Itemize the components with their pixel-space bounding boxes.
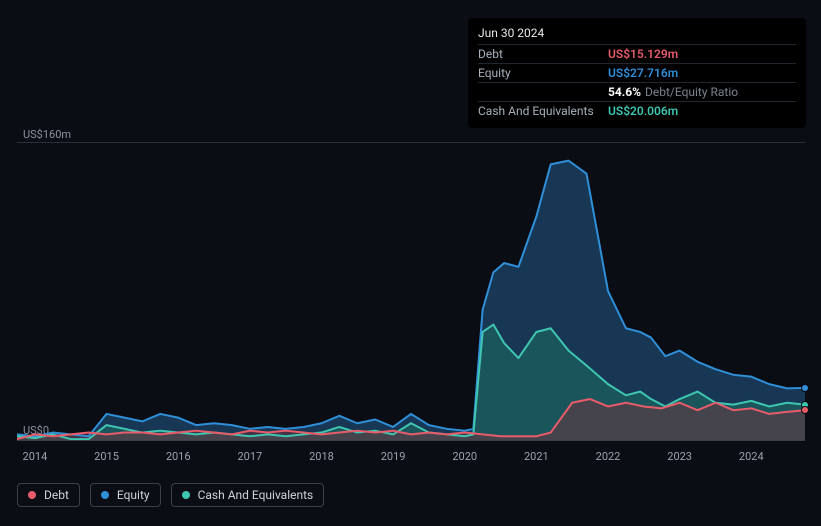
tooltip-panel: Jun 30 2024 Debt US$15.129m Equity US$27… xyxy=(468,18,806,128)
tooltip-ratio-label: Debt/Equity Ratio xyxy=(645,85,738,99)
legend-label: Equity xyxy=(117,488,150,502)
tooltip-date: Jun 30 2024 xyxy=(478,26,796,40)
legend-dot-icon xyxy=(28,491,36,499)
y-axis-label-max: US$160m xyxy=(23,128,71,141)
legend: Debt Equity Cash And Equivalents xyxy=(17,483,324,507)
tooltip-row-value: US$15.129m xyxy=(608,47,678,61)
legend-item-equity[interactable]: Equity xyxy=(90,483,161,507)
legend-dot-icon xyxy=(101,491,109,499)
tooltip-row-label: Cash And Equivalents xyxy=(478,104,608,118)
chart-plot xyxy=(17,142,805,440)
tooltip-ratio-pct: 54.6% xyxy=(608,85,641,99)
end-marker-debt xyxy=(801,406,809,414)
tooltip-row-label: Debt xyxy=(478,47,608,61)
legend-label: Debt xyxy=(44,488,69,502)
tooltip-row-label xyxy=(478,85,608,99)
legend-item-cash[interactable]: Cash And Equivalents xyxy=(171,483,325,507)
tooltip-row-value: US$20.006m xyxy=(608,104,678,118)
legend-label: Cash And Equivalents xyxy=(198,488,314,502)
tooltip-row-value: US$27.716m xyxy=(608,66,678,80)
grid-baseline xyxy=(17,440,805,441)
tooltip-row-ratio: 54.6% Debt/Equity Ratio xyxy=(478,82,796,101)
tooltip-row-cash: Cash And Equivalents US$20.006m xyxy=(478,101,796,120)
tooltip-row-equity: Equity US$27.716m xyxy=(478,63,796,82)
tooltip-row-debt: Debt US$15.129m xyxy=(478,44,796,63)
legend-item-debt[interactable]: Debt xyxy=(17,483,80,507)
legend-dot-icon xyxy=(182,491,190,499)
tooltip-row-label: Equity xyxy=(478,66,608,80)
end-marker-equity xyxy=(801,384,809,392)
